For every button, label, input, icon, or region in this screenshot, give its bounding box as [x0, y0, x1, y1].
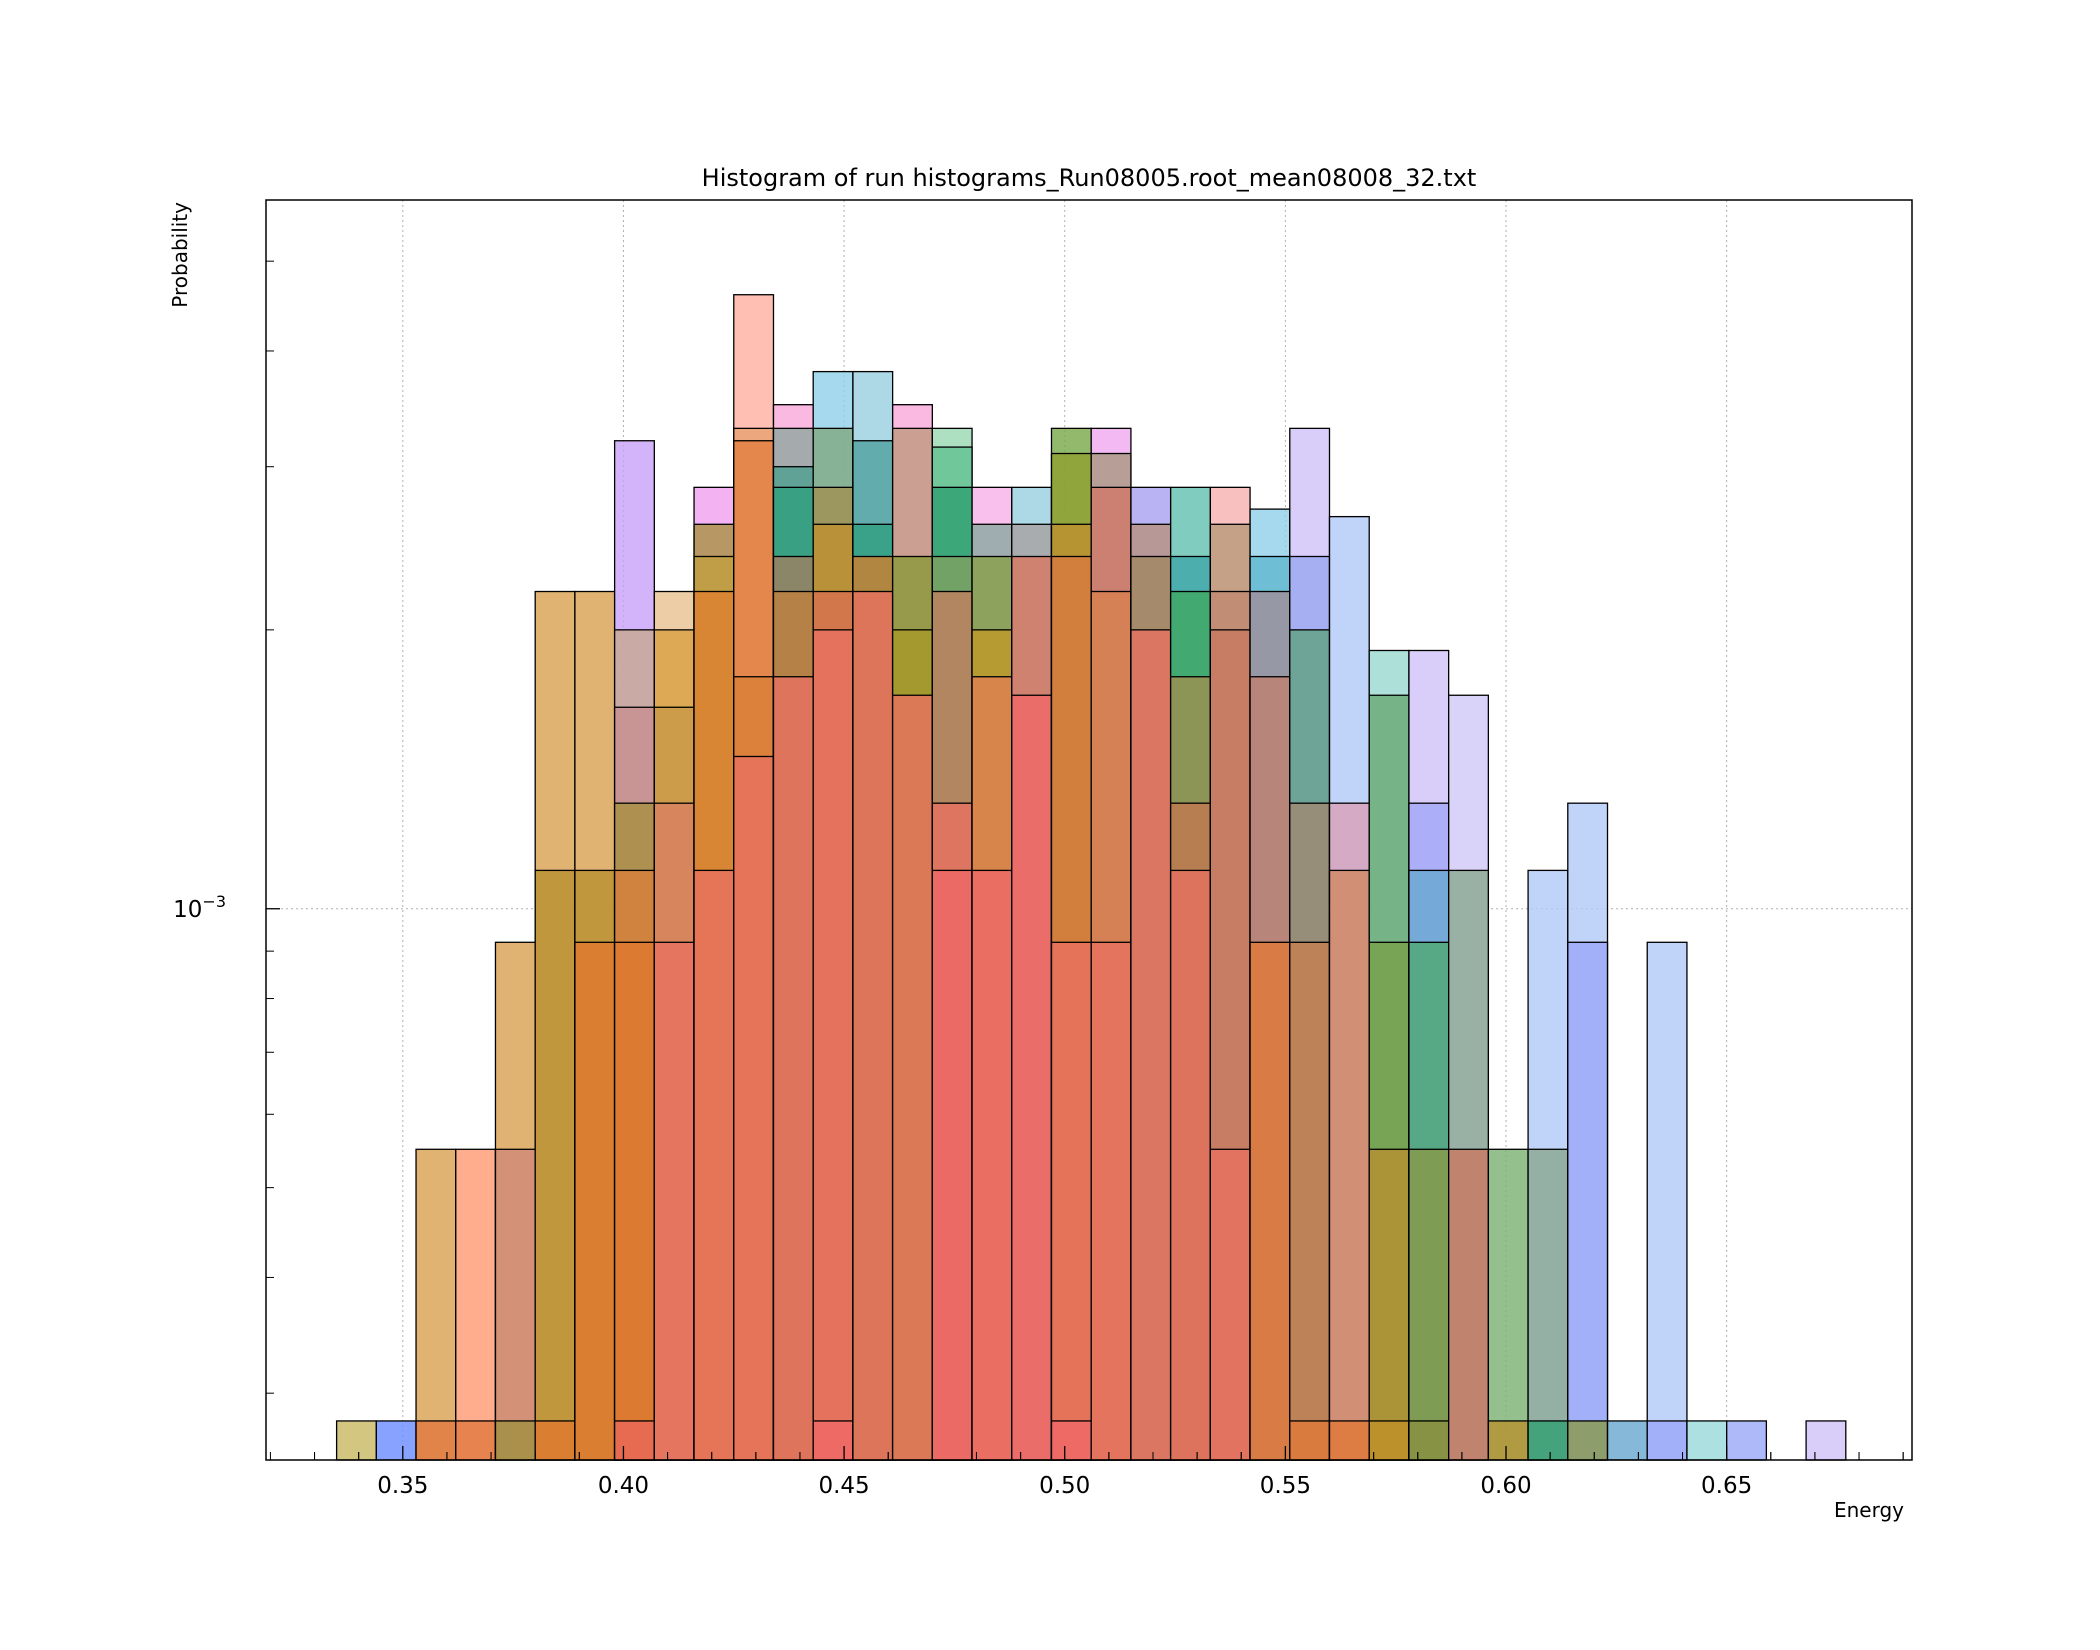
histogram-bar: [1487, 1420, 1529, 1461]
plot-frame: [265, 199, 1913, 1461]
x-tick-label: 0.55: [1260, 1473, 1311, 1499]
histogram-bar: [534, 869, 576, 1461]
histogram-bar: [534, 1420, 576, 1461]
histogram-bar: [1567, 941, 1609, 1461]
histogram-bar: [1050, 1420, 1092, 1461]
histogram-bar: [1249, 941, 1291, 1461]
histogram-bar: [891, 694, 933, 1461]
histogram-bar: [1011, 694, 1053, 1461]
histogram-bar: [772, 676, 814, 1461]
histogram-bar: [1527, 1420, 1569, 1461]
histogram-bar: [1726, 1420, 1768, 1461]
histogram-bar: [613, 1420, 655, 1461]
histogram-bar: [494, 1420, 536, 1461]
histogram-bar: [931, 869, 973, 1461]
histogram-bar: [1289, 941, 1331, 1461]
histogram-bar: [574, 941, 616, 1461]
chart-title: Histogram of run histograms_Run08005.roo…: [702, 164, 1477, 192]
histogram-bar: [1646, 1420, 1688, 1461]
histogram-bar: [1805, 1420, 1847, 1461]
histogram-bar: [1646, 941, 1688, 1461]
histogram-bar: [1487, 1148, 1529, 1461]
x-tick-label: 0.35: [377, 1473, 428, 1499]
axis-ticks: 0.35 0.40 0.45 0.50 0.55 0.60 0.65 10−3: [173, 260, 1904, 1499]
histogram-bar: [375, 1420, 417, 1461]
x-tick-label: 0.65: [1701, 1473, 1752, 1499]
histogram-bar: [1368, 1148, 1410, 1461]
y-axis-label: Probability: [168, 202, 192, 308]
x-axis-label: Energy: [1834, 1498, 1904, 1522]
histogram-bar: [494, 1148, 536, 1461]
histogram-bar: [1606, 1420, 1648, 1461]
histogram-bar: [653, 941, 695, 1461]
histogram-bar: [1686, 1420, 1728, 1461]
histogram-bars: [335, 294, 1847, 1461]
histogram-bar: [455, 1148, 497, 1461]
x-tick-label: 0.60: [1480, 1473, 1531, 1499]
histogram-bar: [1368, 1420, 1410, 1461]
histogram-bar: [1169, 869, 1212, 1461]
histogram-bar: [1090, 941, 1132, 1461]
histogram-bar: [1328, 869, 1370, 1461]
histogram-bar: [1408, 1148, 1450, 1461]
histogram-bar: [1527, 1148, 1569, 1461]
histogram-bar: [693, 869, 735, 1461]
histogram-bar: [1050, 941, 1092, 1461]
histogram-bar: [415, 1420, 457, 1461]
histogram-bar: [852, 590, 894, 1461]
histogram-bar: [1130, 629, 1172, 1461]
histogram-bar: [613, 941, 655, 1461]
histogram-bar: [335, 1420, 377, 1461]
histogram-bar: [455, 1420, 497, 1461]
histogram-bar: [1567, 1420, 1609, 1461]
y-tick-label: 10−3: [173, 892, 226, 923]
histogram-bar: [1447, 1148, 1490, 1461]
histogram-bar: [1209, 1148, 1251, 1461]
histogram-bar: [1328, 1420, 1370, 1461]
histogram-bar: [812, 1420, 854, 1461]
histogram-bar: [1408, 1420, 1450, 1461]
x-tick-label: 0.40: [598, 1473, 649, 1499]
histogram-bar: [1289, 1420, 1331, 1461]
x-tick-label: 0.45: [818, 1473, 869, 1499]
histogram-bar: [733, 755, 775, 1461]
histogram-bar: [812, 629, 854, 1461]
histogram-bar: [415, 1148, 457, 1461]
x-tick-label: 0.50: [1039, 1473, 1090, 1499]
histogram-bar: [971, 869, 1013, 1461]
